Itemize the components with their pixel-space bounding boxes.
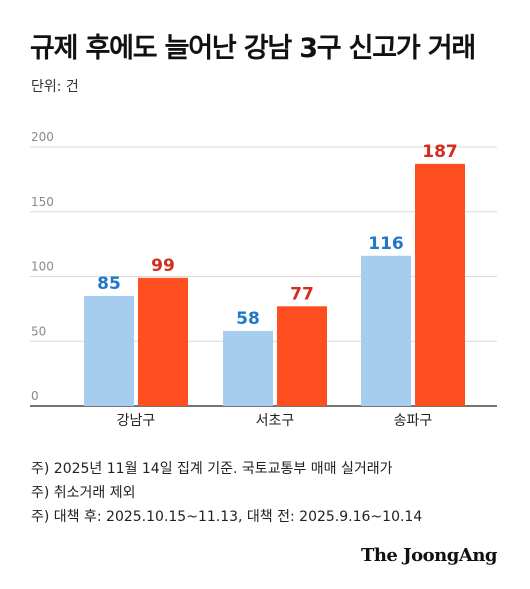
unit-label: 단위: 건 [31,79,79,95]
chart-title: 규제 후에도 늘어난 강남 3구 신고가 거래 [30,33,476,64]
value-label: 58 [236,309,260,329]
y-tick-labels: 0 50 100 150 200 [31,130,54,403]
bar-before [223,330,273,406]
y-tick-label: 150 [31,195,54,209]
category-labels: 강남구 서초구 송파구 [117,413,433,429]
y-tick-label: 100 [31,260,54,274]
footnote: 주) 취소거래 제외 [31,485,136,501]
bar-after [415,163,465,406]
category-label: 강남구 [117,413,156,429]
bars [84,163,465,406]
value-labels: 85 99 58 77 116 187 [97,142,458,329]
value-label: 85 [97,274,121,294]
value-label: 187 [422,142,458,162]
footnotes: 주) 2025년 11월 14일 집계 기준. 국토교통부 매매 실거래가 주)… [31,457,422,529]
y-tick-label: 0 [31,389,39,403]
footnote: 주) 대책 후: 2025.10.15~11.13, 대책 전: 2025.9.… [31,509,423,525]
bar-chart: 0 50 100 150 200 85 99 58 77 116 187 강남구 서초구 송파구 [30,130,497,429]
source-logo: The JoongAng [360,545,498,566]
value-label: 116 [368,234,404,254]
category-label: 서초구 [256,413,295,429]
y-tick-label: 200 [31,130,54,144]
value-label: 99 [151,256,175,276]
footnote: 주) 2025년 11월 14일 집계 기준. 국토교통부 매매 실거래가 [31,461,393,477]
value-label: 77 [290,284,314,304]
category-label: 송파구 [394,413,433,429]
y-tick-label: 50 [31,324,46,338]
bar-after [277,306,327,406]
bar-before [84,295,134,406]
bar-before [361,255,411,406]
bar-after [138,277,188,406]
